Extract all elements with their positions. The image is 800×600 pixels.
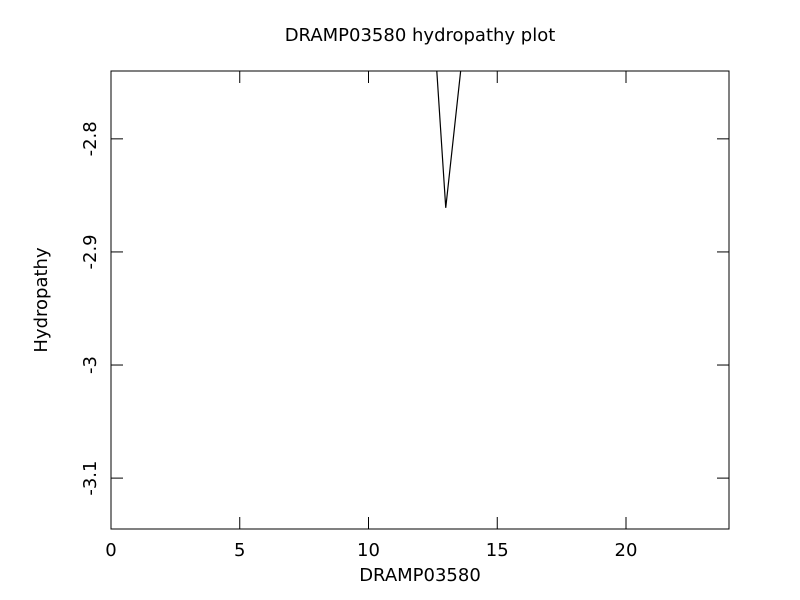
- x-tick-label: 0: [105, 540, 116, 561]
- x-tick-label: 20: [615, 540, 638, 561]
- x-tick-label: 10: [357, 540, 380, 561]
- y-axis-label: Hydropathy: [31, 247, 52, 353]
- data-line: [436, 71, 462, 208]
- x-tick-label: 15: [486, 540, 509, 561]
- plot-frame: [110, 70, 730, 530]
- y-tick-label: -3.1: [80, 461, 101, 496]
- x-tick-label: 5: [234, 540, 245, 561]
- y-tick-label: -3: [80, 356, 101, 374]
- chart-title: DRAMP03580 hydropathy plot: [285, 25, 556, 46]
- y-tick-label: -2.8: [80, 121, 101, 156]
- x-axis-label: DRAMP03580: [359, 565, 481, 586]
- y-tick-label: -2.9: [80, 234, 101, 269]
